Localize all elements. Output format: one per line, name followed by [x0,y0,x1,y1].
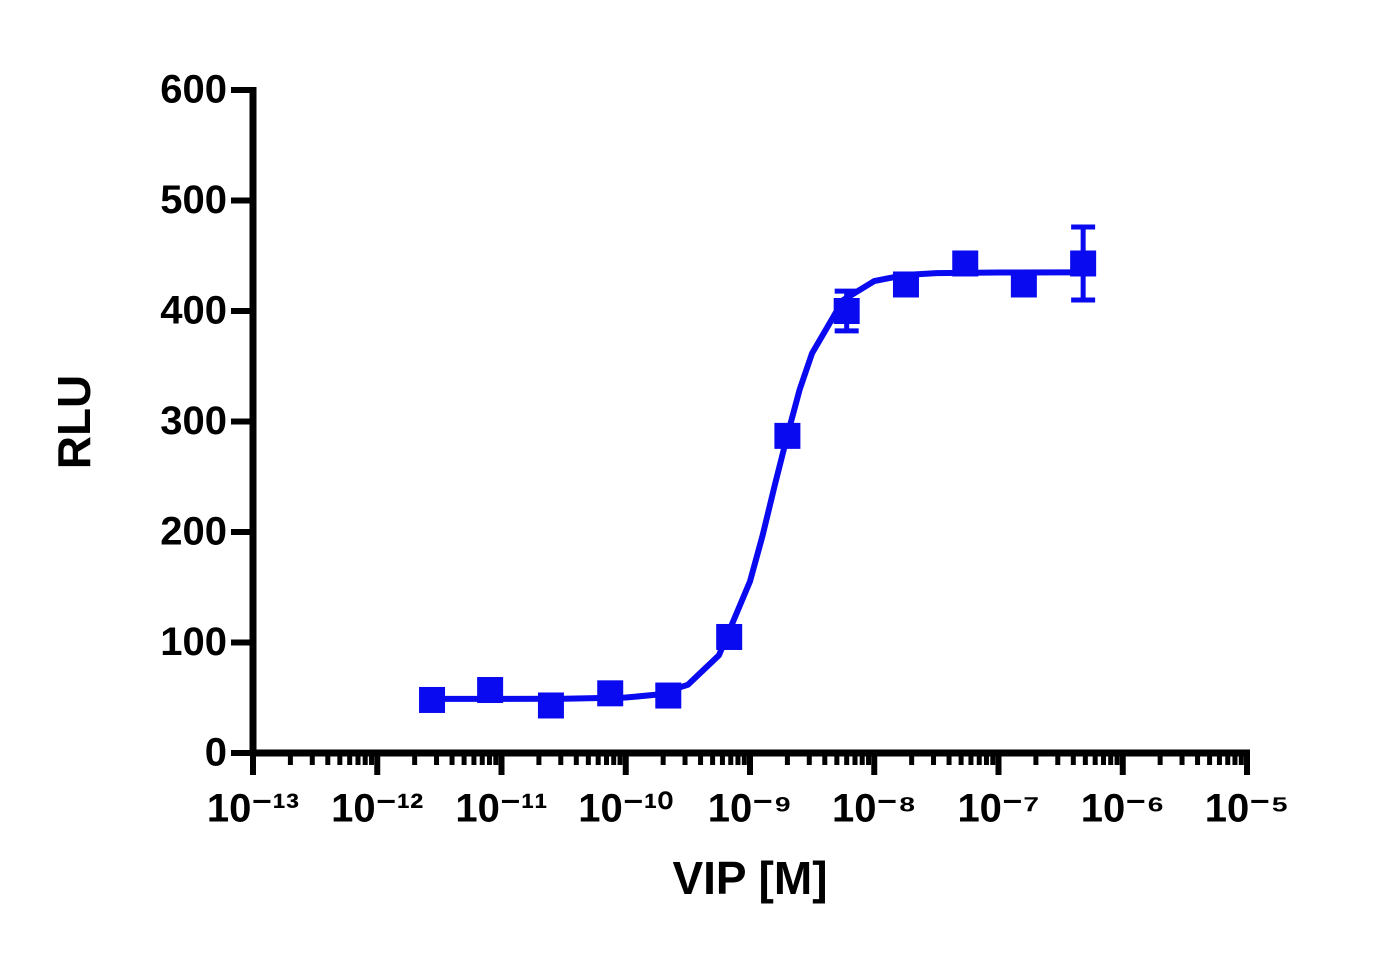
y-axis-title: RLU [48,375,100,470]
y-tick-label: 0 [205,731,227,775]
x-tick-label: 10⁻¹² [331,787,423,831]
x-axis-title: VIP [M] [672,852,827,904]
y-tick-label: 100 [160,620,227,664]
x-tick-label: 10⁻⁷ [957,787,1039,831]
data-point [774,422,801,449]
x-tick-label: 10⁻⁸ [832,787,917,831]
y-tick-label: 600 [160,68,227,112]
data-point [537,692,564,719]
data-point [833,298,860,324]
y-tick-label: 300 [160,399,227,443]
data-point [1010,271,1037,298]
fit-curve [432,269,1084,702]
x-tick-label: 10⁻⁹ [708,787,793,831]
data-point [655,682,682,709]
x-tick-label: 10⁻¹³ [207,787,299,831]
x-tick-label: 10⁻¹⁰ [578,787,673,831]
data-point [892,271,919,298]
data-point [1070,250,1097,277]
y-tick-label: 400 [160,289,227,333]
y-tick-label: 200 [160,510,227,554]
data-point [477,677,504,704]
y-tick-label: 500 [160,178,227,222]
x-tick-label: 10⁻⁵ [1205,787,1289,831]
data-point [716,623,743,650]
data-point [952,250,979,277]
x-tick-label: 10⁻¹¹ [455,787,547,831]
data-point [419,686,446,713]
x-tick-label: 10⁻⁶ [1081,787,1165,831]
data-point [597,680,624,707]
